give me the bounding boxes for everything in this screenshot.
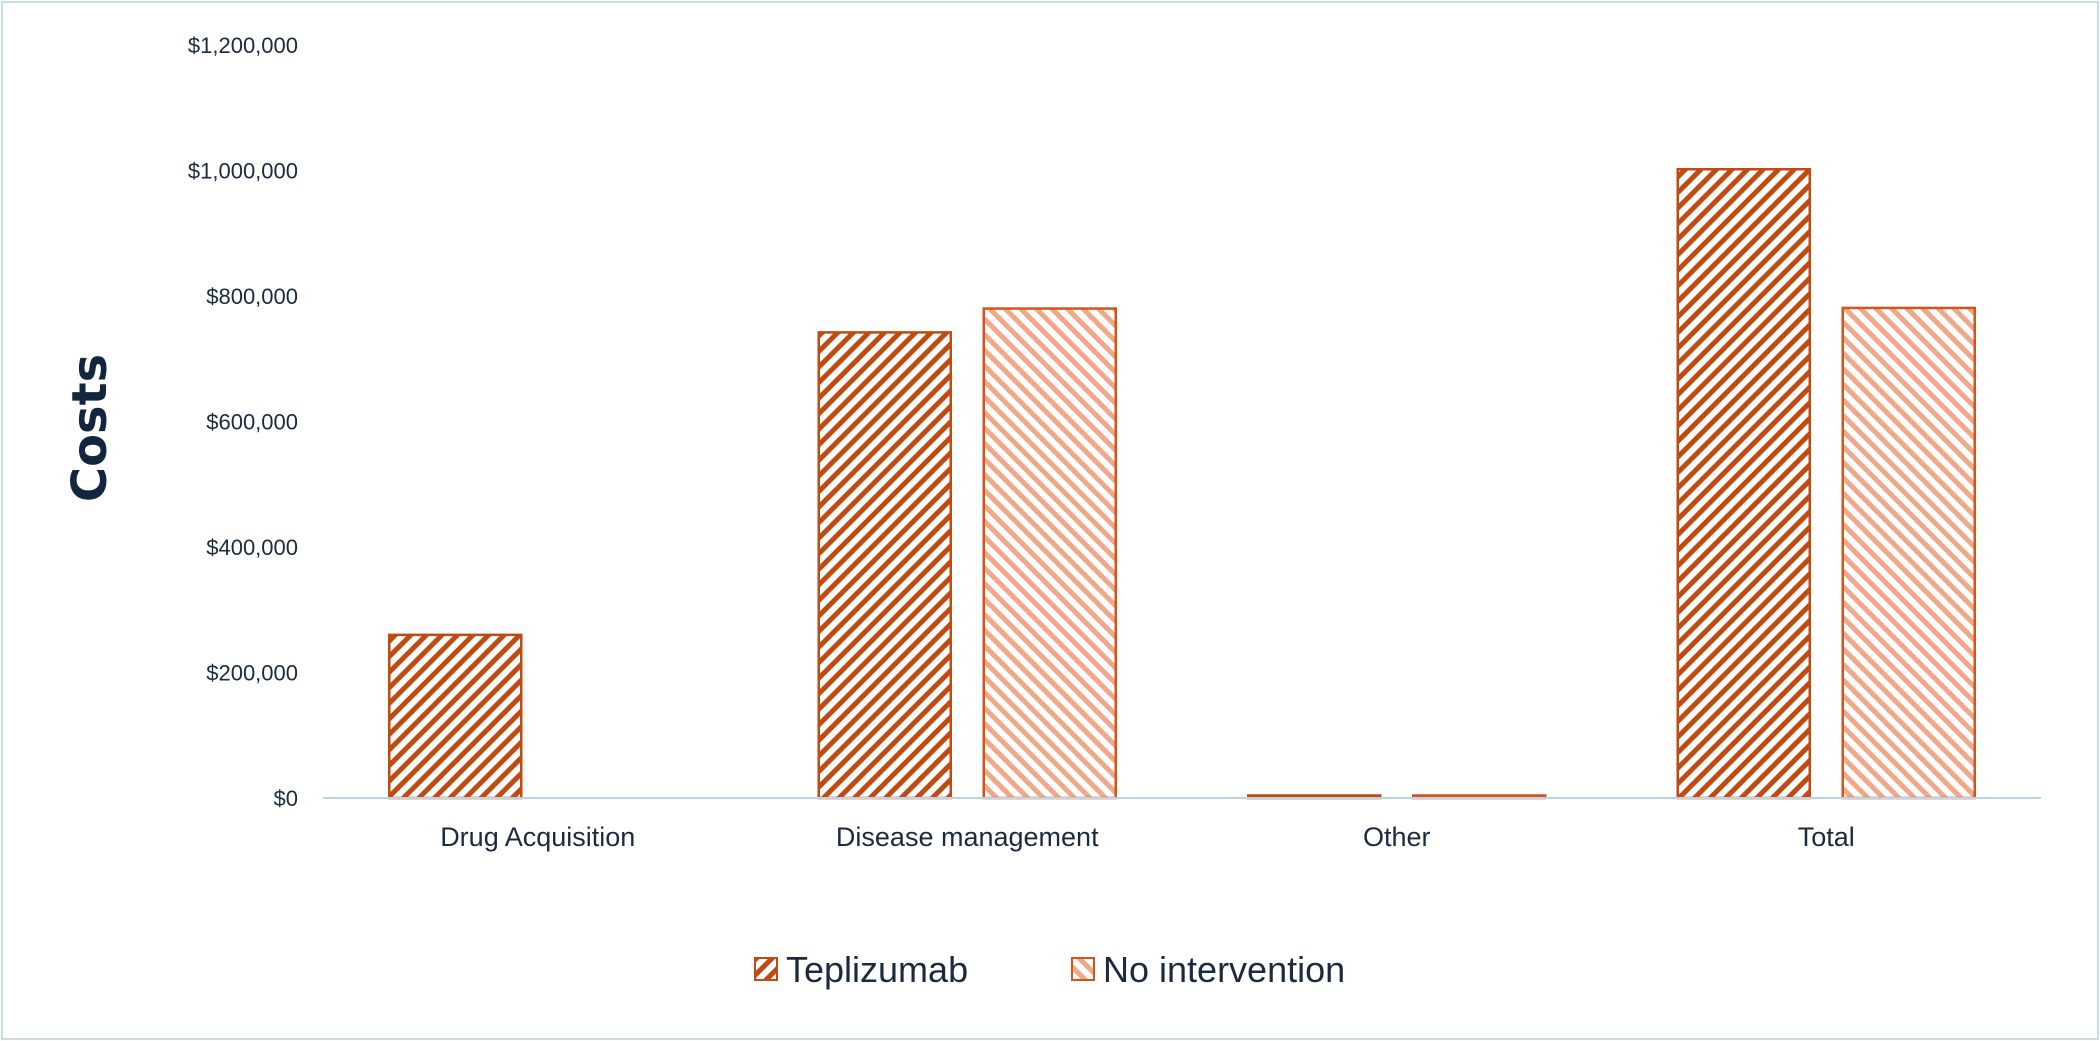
y-tick-label: $400,000 (206, 535, 298, 560)
y-tick-label: $800,000 (206, 284, 298, 309)
bars (388, 167, 1976, 800)
legend-item-teplizumab[interactable]: Teplizumab (754, 949, 968, 990)
y-tick-label: $1,000,000 (188, 159, 298, 184)
legend-label-teplizumab: Teplizumab (786, 949, 968, 990)
legend-swatch-no-intervention (1071, 957, 1095, 981)
x-category-label: Drug Acquisition (440, 822, 635, 852)
legend-item-no-intervention[interactable]: No intervention (1071, 949, 1345, 990)
bar-teplizumab (1676, 167, 1811, 800)
x-category-label: Disease management (836, 822, 1099, 852)
bar-no-intervention (1841, 306, 1976, 800)
bar-teplizumab (388, 633, 523, 800)
y-tick-label: $200,000 (206, 661, 298, 686)
x-category-label: Other (1363, 822, 1431, 852)
y-axis-title-group: Costs (62, 354, 118, 502)
bar-teplizumab (817, 331, 952, 800)
legend-label-no-intervention: No intervention (1103, 949, 1345, 990)
y-axis-title: Costs (62, 354, 118, 502)
legend[interactable]: Teplizumab No intervention (754, 949, 1345, 990)
y-tick-label: $1,200,000 (188, 33, 298, 58)
category-labels: Drug Acquisition Disease management Other T… (440, 822, 1855, 852)
y-axis-ticks: $0 $200,000 $400,000 $600,000 $800,000 $1,000… (188, 33, 298, 811)
legend-swatch-teplizumab (754, 957, 778, 981)
bar-no-intervention (982, 307, 1117, 800)
x-category-label: Total (1798, 822, 1855, 852)
y-tick-label: $600,000 (206, 410, 298, 435)
y-tick-label: $0 (274, 786, 298, 811)
